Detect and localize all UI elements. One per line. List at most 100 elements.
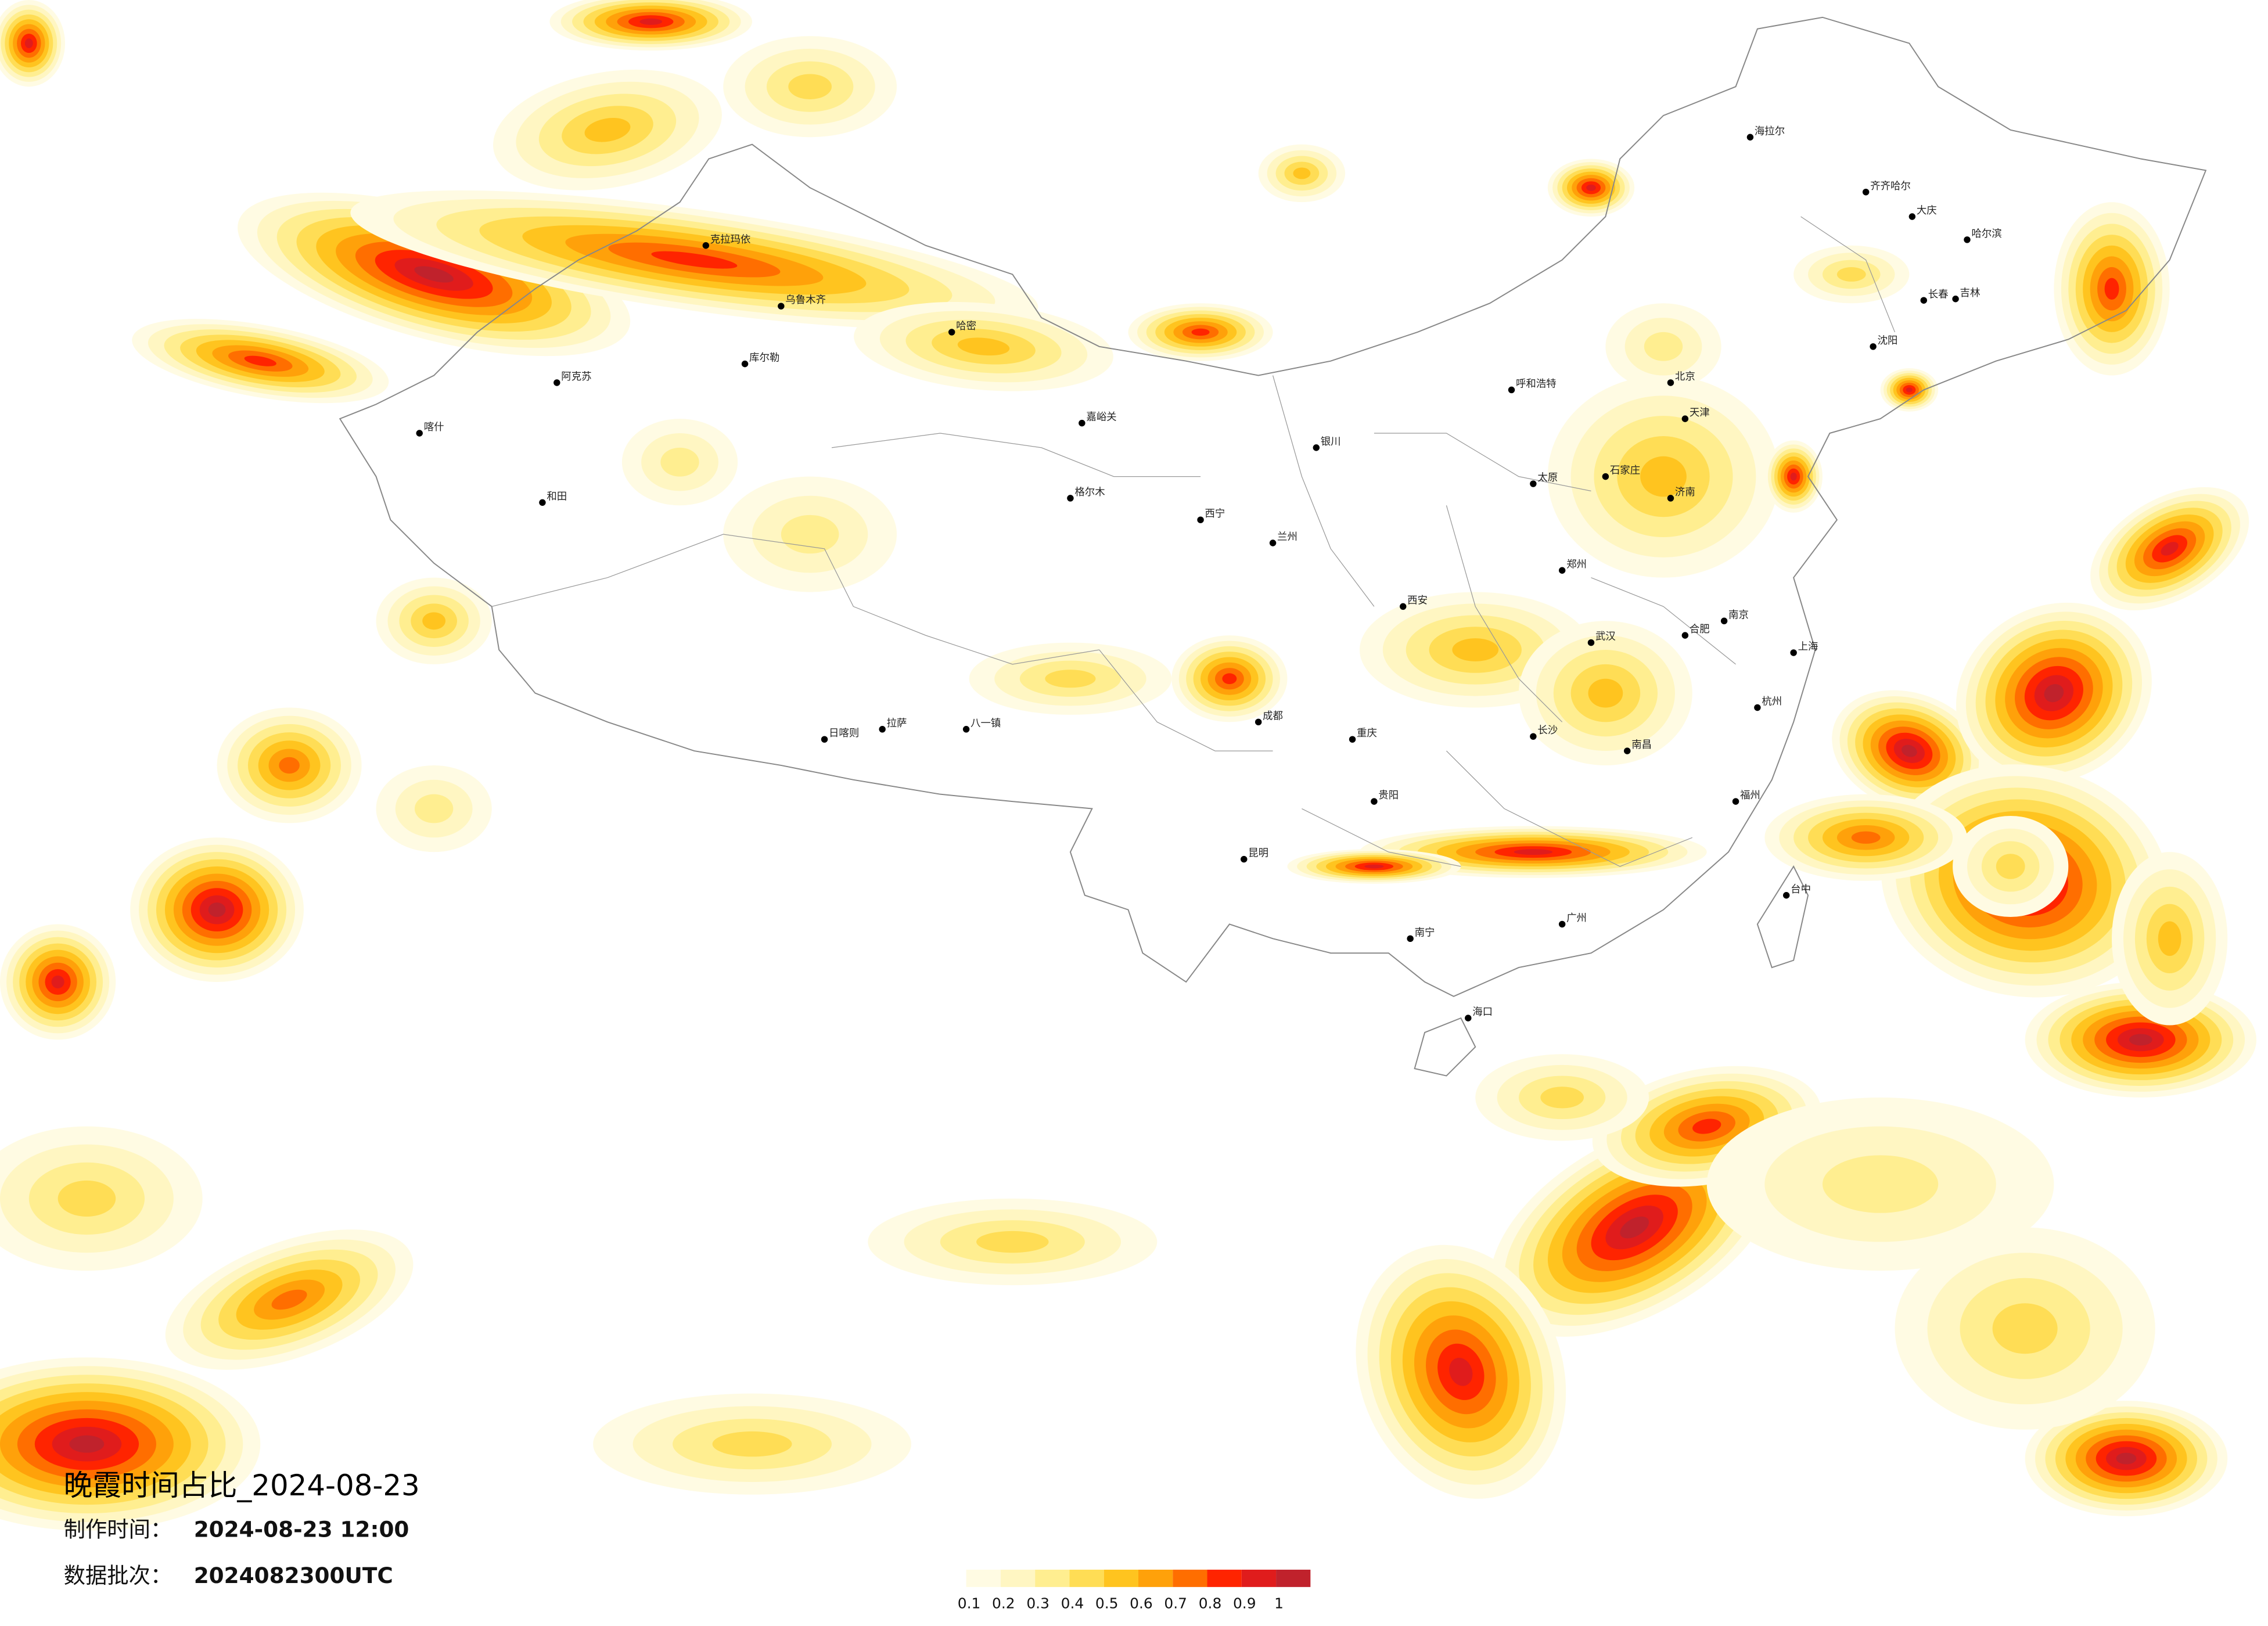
- heat-blob: [651, 251, 738, 269]
- city-label: 贵阳: [1378, 790, 1399, 801]
- heat-blob: [1902, 744, 1917, 757]
- city-dot: [1681, 632, 1689, 639]
- heat-blob: [1692, 1118, 1721, 1134]
- city-label: 哈尔滨: [1971, 228, 2001, 240]
- city-label: 郑州: [1566, 559, 1587, 570]
- heat-blob: [1586, 184, 1596, 191]
- heat-blob: [279, 757, 300, 774]
- city-dot: [1197, 516, 1204, 523]
- city-dot: [1754, 704, 1761, 711]
- heat-blob: [2044, 684, 2064, 703]
- heat-blob: [1588, 678, 1623, 708]
- legend-label: 0.3: [1026, 1595, 1049, 1612]
- map-title: 晚霞时间占比_2024-08-23: [64, 1469, 420, 1502]
- heat-blob: [24, 38, 33, 48]
- city-label: 台中: [1791, 884, 1811, 895]
- city-label: 石家庄: [1610, 465, 1640, 477]
- city-label: 福州: [1740, 790, 1760, 801]
- city-dot: [879, 726, 886, 733]
- heat-blob: [584, 118, 631, 142]
- heat-blob: [422, 612, 446, 630]
- city-dot: [702, 242, 710, 249]
- city-dot: [539, 499, 546, 506]
- heat-blob: [414, 794, 454, 823]
- legend-label: 0.1: [958, 1595, 981, 1612]
- city-dot: [1602, 473, 1609, 480]
- country-border: [339, 16, 2207, 997]
- batch-label: 数据批次：: [64, 1563, 172, 1588]
- city-dot: [1624, 747, 1631, 754]
- city-label: 吉林: [1960, 287, 1981, 299]
- legend-label: 0.7: [1164, 1595, 1187, 1612]
- city-dot: [1530, 480, 1537, 487]
- city-label: 阿克苏: [561, 371, 591, 383]
- legend-label: 0.5: [1095, 1595, 1119, 1612]
- city-dot: [1862, 189, 1870, 196]
- batch: 2024082300UTC: [194, 1563, 393, 1588]
- heat-blob: [57, 1180, 116, 1217]
- city-label: 呼和浩特: [1516, 378, 1557, 390]
- heat-blob: [2116, 1452, 2137, 1465]
- heat-blob: [1191, 328, 1210, 336]
- city-label: 西宁: [1205, 508, 1225, 520]
- city-dot: [1407, 935, 1414, 942]
- city-label: 北京: [1675, 371, 1695, 383]
- city-dot: [1870, 343, 1877, 350]
- heat-blob: [1620, 1216, 1649, 1239]
- heat-blob: [69, 1435, 105, 1453]
- heat-blob: [208, 902, 226, 918]
- city-dot: [1790, 649, 1797, 656]
- hainan: [1414, 1017, 1476, 1077]
- city-dot: [1241, 855, 1248, 863]
- legend-swatch: [1000, 1570, 1036, 1587]
- city-label: 齐齐哈尔: [1870, 181, 1911, 192]
- city-label: 海口: [1472, 1006, 1493, 1018]
- city-dot: [1587, 639, 1595, 646]
- city-dot: [1079, 419, 1086, 427]
- city-dot: [1720, 617, 1728, 624]
- city-label: 济南: [1675, 487, 1695, 498]
- legend-swatch: [1173, 1570, 1207, 1587]
- city-label: 南京: [1728, 609, 1749, 621]
- heat-blob: [51, 975, 64, 988]
- heat-blob: [1514, 849, 1553, 855]
- legend-label: 0.4: [1061, 1595, 1084, 1612]
- heat-blob: [271, 1289, 307, 1310]
- city-label: 日喀则: [829, 728, 859, 739]
- legend-swatch: [1241, 1570, 1277, 1587]
- city-dot: [1908, 213, 1916, 220]
- city-label: 昆明: [1248, 848, 1268, 859]
- city-dot: [741, 360, 749, 368]
- heat-blob: [712, 1431, 792, 1457]
- city-dot: [1667, 379, 1674, 386]
- heat-blob: [1222, 673, 1237, 685]
- city-label: 拉萨: [887, 718, 907, 729]
- city-dot: [1255, 718, 1262, 726]
- heat-blob: [788, 74, 832, 99]
- city-label: 库尔勒: [749, 352, 779, 364]
- city-dot: [1746, 134, 1754, 141]
- heat-blob: [2158, 921, 2181, 956]
- legend-swatch: [1104, 1570, 1138, 1587]
- city-label: 合肥: [1690, 624, 1710, 635]
- city-dot: [1508, 386, 1515, 394]
- legend-label: 0.9: [1233, 1595, 1256, 1612]
- city-label: 克拉玛依: [710, 234, 751, 246]
- city-label: 大庆: [1917, 205, 1937, 217]
- legend-swatch: [1069, 1570, 1104, 1587]
- legend-label: 0.6: [1130, 1595, 1153, 1612]
- city-label: 重庆: [1357, 728, 1377, 739]
- city-label: 长春: [1928, 289, 1949, 300]
- city-label: 银川: [1321, 436, 1341, 448]
- city-dot: [416, 430, 423, 437]
- city-label: 格尔木: [1074, 487, 1105, 498]
- city-dot: [1920, 297, 1928, 304]
- city-label: 成都: [1263, 710, 1283, 722]
- city-dot: [1681, 415, 1689, 422]
- city-label: 兰州: [1277, 531, 1297, 543]
- heat-blob: [639, 18, 663, 25]
- city-label: 喀什: [424, 422, 444, 433]
- province-lines: [491, 216, 1896, 867]
